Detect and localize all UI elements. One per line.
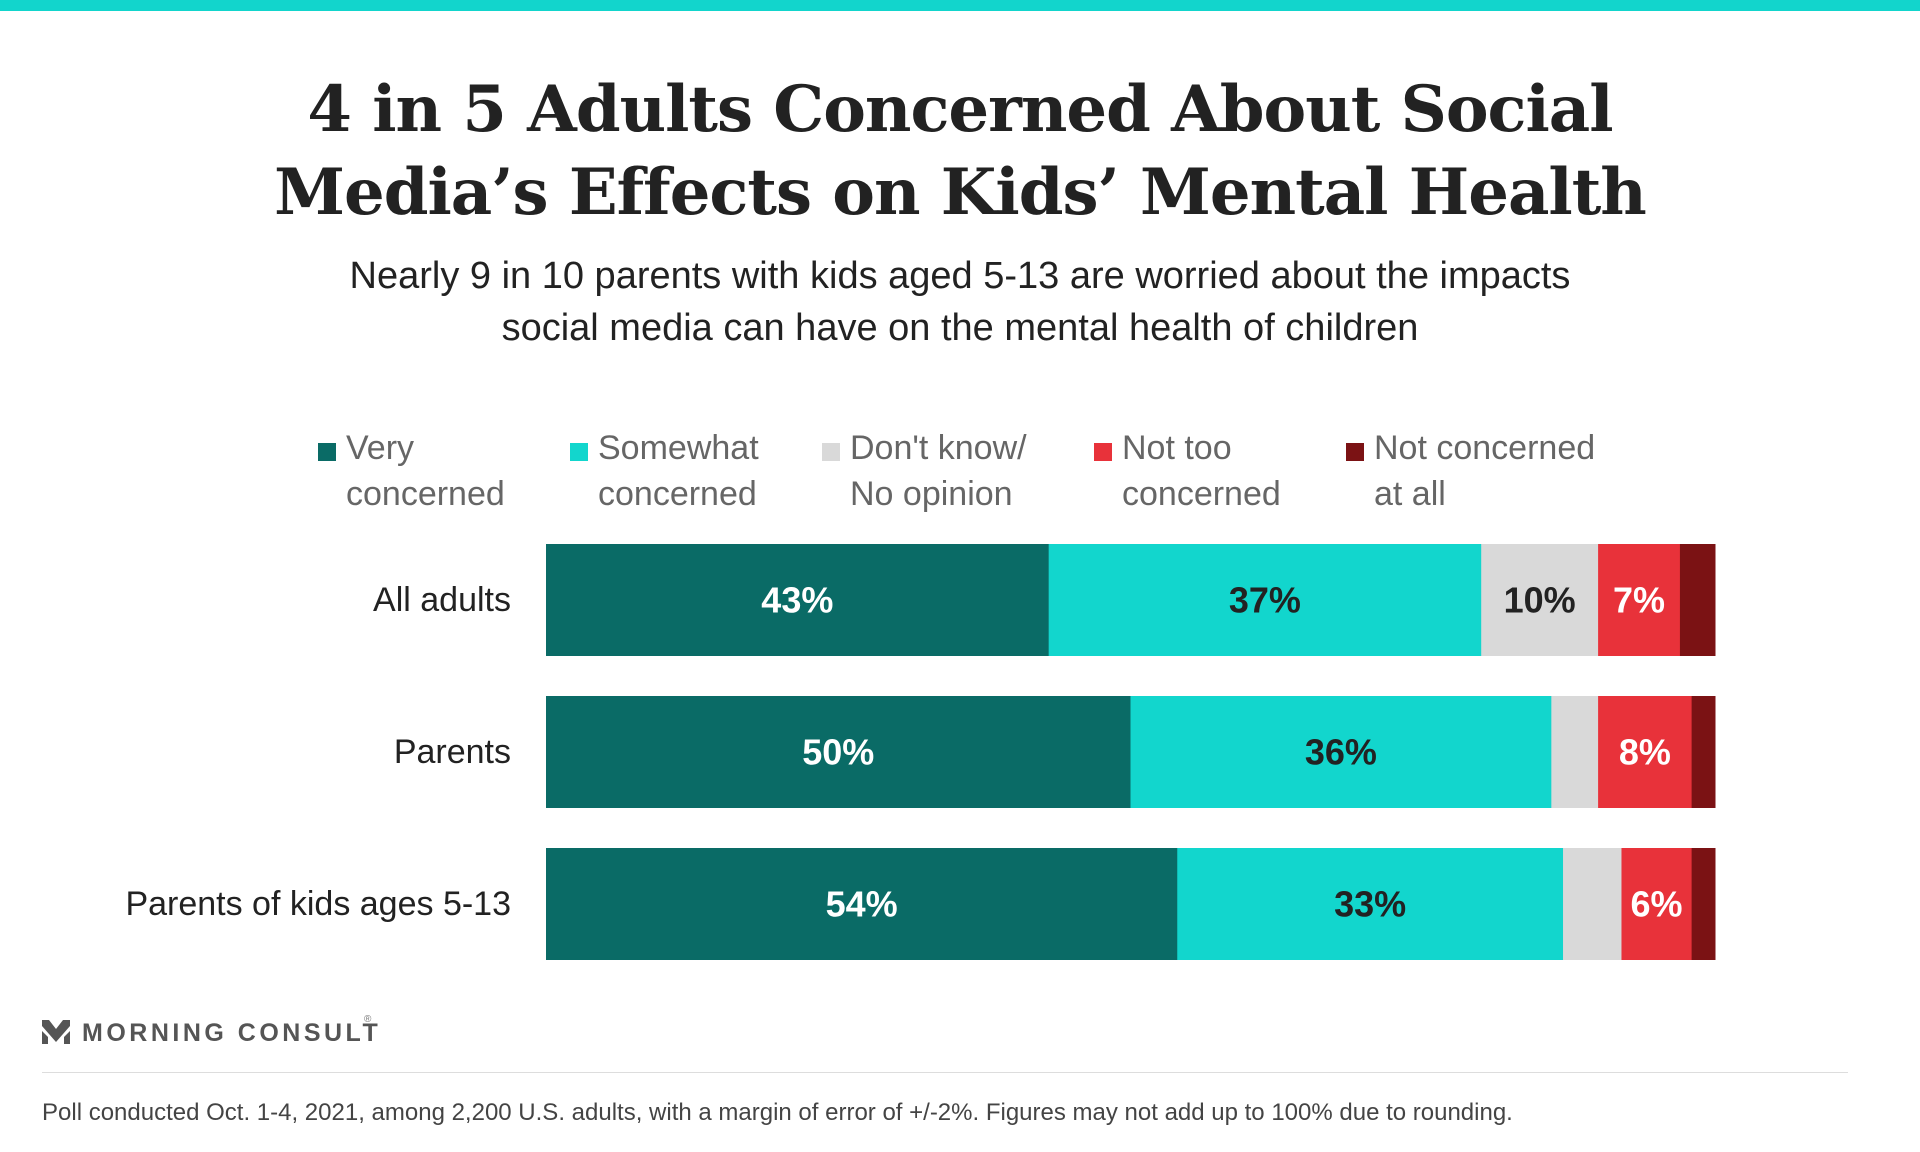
category-label: Parents of kids ages 5-13 bbox=[125, 885, 511, 923]
bar-segment bbox=[546, 696, 1131, 808]
morning-consult-logo-icon bbox=[42, 1020, 70, 1044]
bar-segment bbox=[1598, 696, 1693, 808]
bar-segment bbox=[1691, 696, 1716, 808]
legend-label-line1: Not too bbox=[1122, 429, 1232, 467]
legend-swatch bbox=[822, 443, 840, 461]
bar-segment bbox=[546, 848, 1178, 960]
data-label: 33% bbox=[1334, 884, 1406, 925]
data-label: 54% bbox=[826, 884, 898, 925]
trademark-symbol: ® bbox=[364, 1014, 372, 1025]
bar-segment bbox=[1563, 848, 1622, 960]
chart-title: 4 in 5 Adults Concerned About Social Med… bbox=[0, 68, 1920, 234]
chart-title-line2: Media’s Effects on Kids’ Mental Health bbox=[274, 155, 1647, 230]
legend-label: Very concerned bbox=[346, 425, 505, 517]
top-accent-bar bbox=[0, 0, 1920, 11]
data-label: 36% bbox=[1305, 732, 1377, 773]
bar-segment bbox=[1679, 544, 1716, 656]
data-label: 10% bbox=[1504, 580, 1576, 621]
legend-label-line1: Not concerned bbox=[1374, 429, 1596, 467]
legend-label-line2: concerned bbox=[1122, 475, 1281, 513]
category-label: All adults bbox=[373, 581, 511, 619]
bar-segment bbox=[1691, 848, 1716, 960]
legend-label-line2: concerned bbox=[346, 475, 505, 513]
bar-segment bbox=[1177, 848, 1564, 960]
legend-label-line2: at all bbox=[1374, 475, 1446, 513]
footnote: Poll conducted Oct. 1-4, 2021, among 2,2… bbox=[42, 1099, 1513, 1126]
data-label: 50% bbox=[802, 732, 874, 773]
data-label: 37% bbox=[1229, 580, 1301, 621]
bar-segment bbox=[546, 544, 1050, 656]
chart-subtitle-line1: Nearly 9 in 10 parents with kids aged 5-… bbox=[349, 255, 1571, 297]
legend-label-line1: Very bbox=[346, 429, 415, 467]
legend-label: Don't know/ No opinion bbox=[850, 425, 1027, 517]
legend-swatch bbox=[1094, 443, 1112, 461]
legend-swatch bbox=[1346, 443, 1364, 461]
legend-swatch bbox=[570, 443, 588, 461]
chart-legend: Very concerned Somewhat concerned Don't … bbox=[0, 425, 1920, 525]
chart-subtitle: Nearly 9 in 10 parents with kids aged 5-… bbox=[0, 250, 1920, 354]
data-label: 43% bbox=[761, 580, 833, 621]
legend-label: Not too concerned bbox=[1122, 425, 1281, 517]
legend-label-line1: Don't know/ bbox=[850, 429, 1027, 467]
legend-label-line2: concerned bbox=[598, 475, 757, 513]
chart-title-line1: 4 in 5 Adults Concerned About Social bbox=[307, 72, 1613, 147]
footer-divider bbox=[42, 1072, 1848, 1073]
legend-label-line1: Somewhat bbox=[598, 429, 759, 467]
legend-label-line2: No opinion bbox=[850, 475, 1013, 513]
category-label: Parents bbox=[394, 733, 511, 771]
legend-label: Somewhat concerned bbox=[598, 425, 759, 517]
data-label: 8% bbox=[1619, 732, 1671, 773]
chart-subtitle-line2: social media can have on the mental heal… bbox=[501, 307, 1419, 349]
bar-segment bbox=[1481, 544, 1599, 656]
data-label: 6% bbox=[1631, 884, 1683, 925]
morning-consult-logo-text: MORNING CONSULT bbox=[82, 1019, 382, 1047]
bar-segment bbox=[1551, 696, 1599, 808]
bar-segment bbox=[1621, 848, 1693, 960]
data-label: 7% bbox=[1613, 580, 1665, 621]
legend-swatch bbox=[318, 443, 336, 461]
bar-segment bbox=[1598, 544, 1681, 656]
legend-label: Not concerned at all bbox=[1374, 425, 1595, 517]
bar-segment bbox=[1048, 544, 1482, 656]
bar-segment bbox=[1130, 696, 1552, 808]
